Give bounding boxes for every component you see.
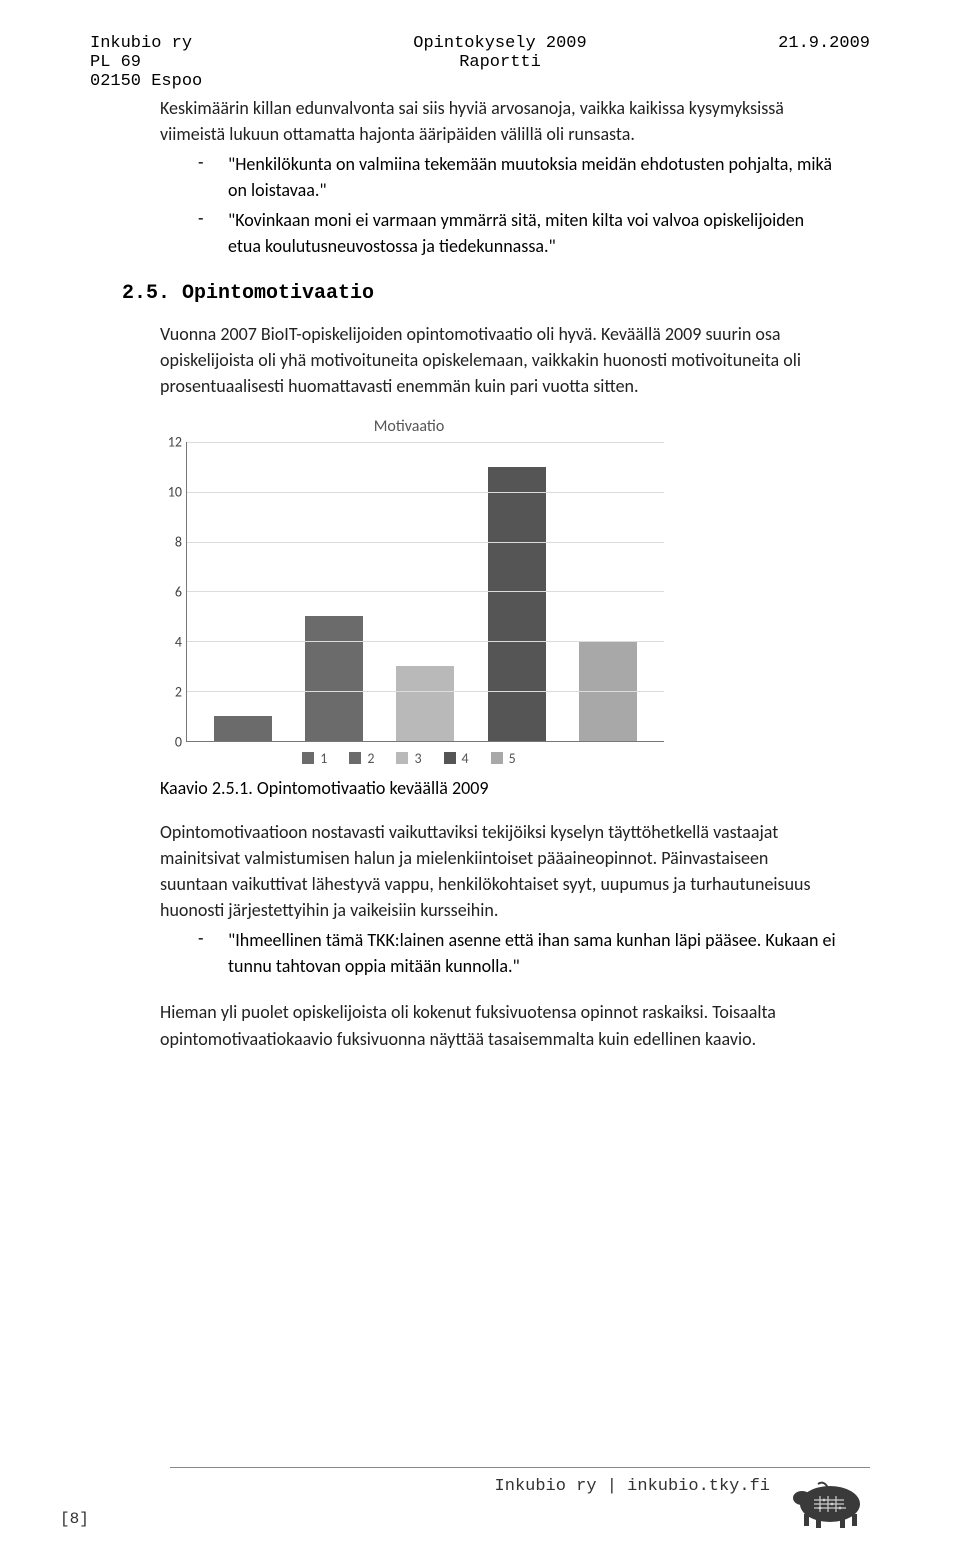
chart-bar [305,616,363,741]
chart-y-axis: 024681012 [154,442,186,742]
legend-item: 1 [302,750,327,767]
paragraph-2: Vuonna 2007 BioIT-opiskelijoiden opintom… [160,321,840,399]
section-heading: 2.5. Opintomotivaatio [122,282,840,305]
paragraph-4: Hieman yli puolet opiskelijoista oli kok… [160,999,840,1051]
inkubio-logo-icon [784,1474,870,1528]
bullet-list-1: - "Henkilökunta on valmiina tekemään muu… [160,151,840,259]
legend-label: 1 [320,750,327,767]
legend-swatch [396,752,408,764]
legend-item: 4 [444,750,469,767]
list-item: - "Henkilökunta on valmiina tekemään muu… [198,151,840,203]
y-tick-label: 10 [168,483,182,500]
bullet-dash: - [198,151,228,203]
y-tick-label: 0 [175,733,182,750]
y-tick-label: 6 [175,583,182,600]
legend-label: 2 [367,750,374,767]
chart-bar [488,467,546,741]
page-footer: [8] Inkubio ry | inkubio.tky.fi [0,1467,960,1528]
bullet-text: "Kovinkaan moni ei varmaan ymmärrä sitä,… [228,207,840,259]
legend-swatch [491,752,503,764]
motivation-bar-chart: Motivaatio 024681012 12345 [154,417,664,767]
legend-label: 3 [414,750,421,767]
legend-swatch [444,752,456,764]
header-date: 21.9.2009 [710,34,870,53]
legend-label: 5 [509,750,516,767]
header-subtitle: Raportti [290,53,710,72]
header-addr2: 02150 Espoo [90,72,290,91]
chart-plot-area [186,442,664,742]
y-tick-label: 12 [168,433,182,450]
intro-paragraph: Keskimäärin killan edunvalvonta sai siis… [160,95,840,147]
list-item: - "Ihmeellinen tämä TKK:lainen asenne et… [198,927,840,979]
chart-title: Motivaatio [154,417,664,436]
page-number: [8] [60,1510,89,1528]
y-tick-label: 8 [175,533,182,550]
chart-legend: 1 2 3 4 5 [154,750,664,767]
y-tick-label: 2 [175,683,182,700]
bullet-dash: - [198,927,228,979]
legend-item: 3 [396,750,421,767]
footer-site: Inkubio ry | inkubio.tky.fi [495,1477,770,1528]
paragraph-3: Opintomotivaatioon nostavasti vaikuttavi… [160,819,840,923]
header-title: Opintokysely 2009 [290,34,710,53]
header-org: Inkubio ry [90,34,290,53]
bullet-text: "Ihmeellinen tämä TKK:lainen asenne että… [228,927,840,979]
legend-item: 2 [349,750,374,767]
bullet-list-2: - "Ihmeellinen tämä TKK:lainen asenne et… [160,927,840,979]
list-item: - "Kovinkaan moni ei varmaan ymmärrä sit… [198,207,840,259]
bullet-dash: - [198,207,228,259]
y-tick-label: 4 [175,633,182,650]
legend-label: 4 [462,750,469,767]
page-header: Inkubio ry PL 69 02150 Espoo Opintokysel… [90,34,870,91]
legend-item: 5 [491,750,516,767]
chart-bar [396,666,454,741]
legend-swatch [349,752,361,764]
bullet-text: "Henkilökunta on valmiina tekemään muuto… [228,151,840,203]
chart-bar [214,716,272,741]
header-addr1: PL 69 [90,53,290,72]
legend-swatch [302,752,314,764]
chart-caption: Kaavio 2.5.1. Opintomotivaatio keväällä … [160,777,840,799]
